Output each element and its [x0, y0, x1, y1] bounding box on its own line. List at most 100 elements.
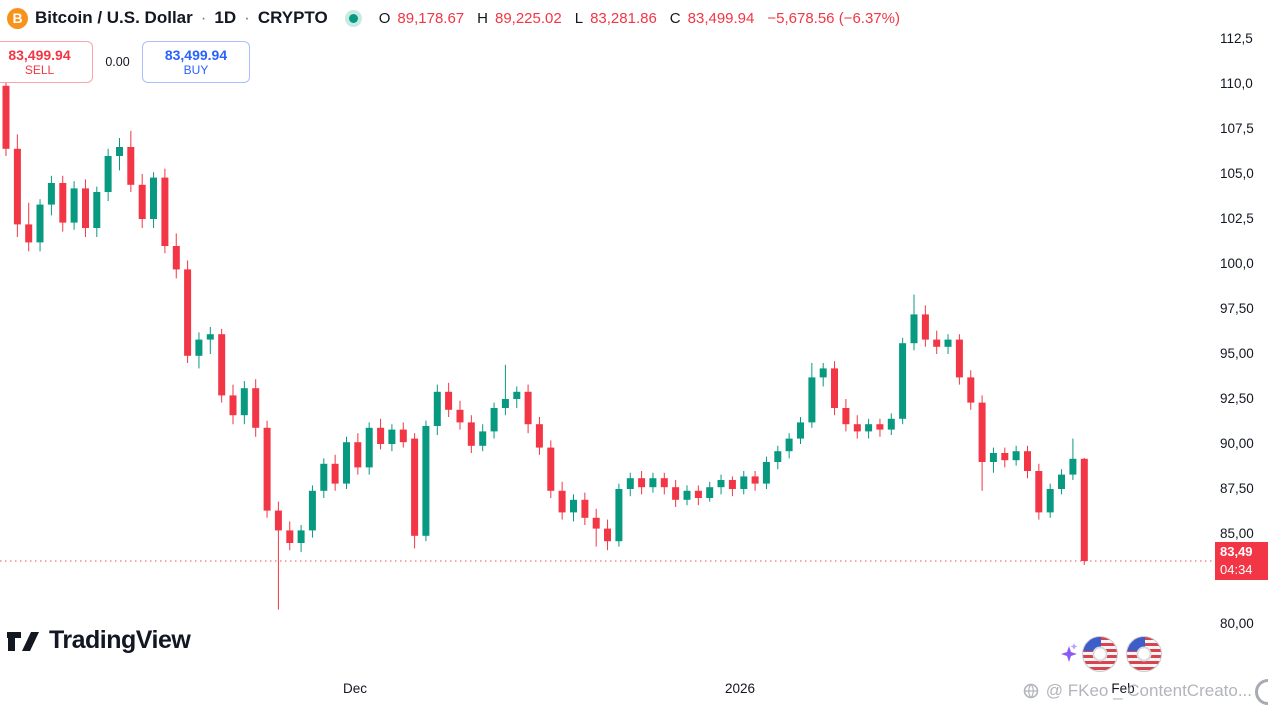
candle — [581, 492, 589, 525]
candle — [570, 494, 577, 522]
candle — [445, 382, 453, 417]
candle — [921, 305, 929, 347]
spread-value: 0.00 — [105, 55, 130, 69]
time-axis-label: Feb — [1111, 681, 1135, 696]
title-separator: · — [244, 8, 250, 27]
tradingview-logo[interactable]: TradingView — [6, 626, 191, 655]
candle — [751, 471, 759, 491]
candle — [728, 476, 736, 497]
last-price-value: 83,49 — [1220, 544, 1253, 559]
candle — [740, 471, 748, 495]
candle — [286, 521, 294, 551]
candle — [513, 386, 521, 408]
candle — [615, 483, 623, 547]
candle — [467, 415, 475, 453]
candle — [649, 472, 657, 493]
sell-label: SELL — [24, 63, 55, 77]
candle — [842, 399, 850, 432]
candle — [967, 370, 975, 410]
candle — [1080, 457, 1088, 565]
candle — [70, 181, 78, 230]
price-axis-label: 110,0 — [1220, 76, 1253, 91]
candle — [161, 168, 169, 254]
price-axis-label: 107,5 — [1220, 121, 1254, 136]
candlestick-chart-canvas[interactable] — [0, 0, 1215, 713]
ohlc-high-value: 89,225.02 — [494, 9, 562, 27]
ohlc-high-label: H — [477, 9, 488, 27]
cutoff-emoji-icon — [1255, 679, 1268, 705]
candle — [592, 508, 600, 547]
candle — [672, 480, 680, 507]
candlestick-series[interactable] — [2, 75, 1088, 610]
candle — [354, 433, 362, 475]
candle — [104, 148, 112, 201]
candle — [694, 485, 702, 506]
symbol-title: Bitcoin / U.S. Dollar — [35, 8, 193, 27]
interval-label: 1D — [214, 8, 237, 27]
price-axis-label: 92,50 — [1220, 391, 1254, 406]
candle — [933, 330, 941, 354]
price-axis[interactable]: 83,49 04:34 112,5 110,0 107,5 105,0 102,5 100… — [1215, 0, 1268, 713]
sticker-group — [1060, 636, 1162, 672]
flag-disc-icon — [1082, 636, 1118, 672]
candle — [240, 381, 248, 425]
candle — [558, 481, 566, 520]
candle — [13, 134, 21, 237]
candle — [831, 361, 838, 416]
candle — [308, 485, 316, 538]
price-axis-label: 97,50 — [1220, 301, 1254, 316]
price-axis-label: 102,5 — [1220, 211, 1254, 226]
tradingview-logo-icon — [7, 631, 39, 651]
candle — [456, 400, 464, 430]
title-separator: · — [200, 8, 207, 27]
price-axis-label: 85,00 — [1220, 526, 1254, 541]
candle — [524, 384, 532, 434]
time-axis[interactable]: Dec 2026 Feb — [0, 679, 1215, 703]
candle — [252, 379, 260, 437]
sell-button[interactable]: 83,499.94 SELL — [0, 41, 93, 83]
candle — [774, 445, 782, 470]
candle — [47, 175, 55, 216]
candle — [274, 501, 282, 610]
candle — [150, 172, 157, 228]
symbol-legend[interactable]: B Bitcoin / U.S. Dollar · 1D · CRYPTO O … — [7, 5, 900, 31]
candle — [660, 472, 668, 495]
candle — [547, 440, 555, 498]
price-axis-label: 100,0 — [1220, 256, 1254, 271]
candle — [899, 337, 907, 425]
candle — [297, 525, 305, 552]
candle — [978, 395, 986, 491]
candle — [59, 175, 67, 232]
sell-price: 83,499.94 — [8, 47, 71, 63]
candle — [1069, 438, 1077, 480]
time-axis-label: Dec — [342, 681, 368, 696]
candle — [206, 327, 214, 354]
candle — [343, 436, 350, 489]
candle — [1035, 463, 1043, 520]
candle — [399, 422, 407, 448]
tradingview-logo-text: TradingView — [49, 626, 191, 654]
candle — [955, 334, 963, 385]
candle — [808, 363, 816, 428]
candle — [479, 424, 487, 452]
candle — [411, 433, 419, 549]
candle — [989, 447, 997, 473]
watermark-text: @ FKeo _ ContentCreato... — [1045, 681, 1252, 700]
candle — [865, 418, 873, 439]
candle — [490, 402, 498, 439]
ohlc-open-label: O — [378, 9, 391, 27]
ohlc-close-label: C — [669, 9, 681, 27]
candle — [229, 384, 237, 425]
candle — [263, 420, 271, 518]
market-status-dot-icon — [348, 13, 358, 23]
price-axis-label: 90,00 — [1220, 436, 1254, 451]
candle — [377, 418, 385, 450]
buy-price: 83,499.94 — [164, 47, 228, 63]
ohlc-open-value: 89,178.67 — [397, 9, 465, 27]
candle — [93, 186, 101, 237]
candle — [853, 415, 861, 439]
candle — [388, 424, 396, 452]
buy-button[interactable]: 83,499.94 BUY — [142, 41, 250, 83]
candle — [195, 332, 203, 369]
